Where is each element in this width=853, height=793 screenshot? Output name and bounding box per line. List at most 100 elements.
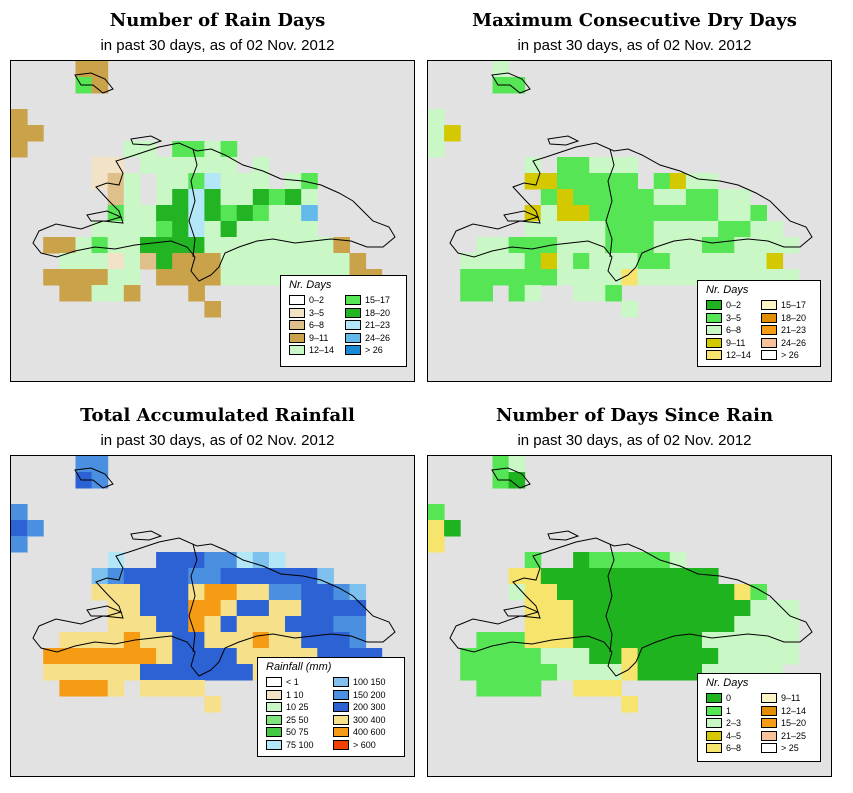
grid-cell: [140, 648, 157, 665]
grid-cell: [766, 221, 784, 238]
legend-item: > 600: [333, 739, 376, 751]
grid-cell: [123, 616, 141, 633]
grid-cell: [685, 584, 703, 601]
grid-cell: [750, 648, 767, 665]
grid-cell: [59, 680, 76, 697]
grid-cell: [540, 253, 558, 270]
grid-cell: [301, 568, 318, 585]
grid-cell: [653, 568, 671, 585]
grid-cell: [140, 205, 157, 222]
grid-cell: [188, 237, 205, 254]
grid-cell: [204, 552, 221, 569]
grid-cell: [285, 221, 302, 238]
legend-swatch: [706, 325, 722, 335]
grid-cell: [333, 253, 350, 270]
panel-title: Number of Rain Days: [109, 10, 326, 31]
grid-cell: [220, 221, 238, 238]
country-border: [188, 148, 198, 258]
legend-item: 24–26: [345, 332, 390, 344]
grid-cell: [188, 632, 205, 649]
grid-cell: [156, 584, 173, 601]
grid-cell: [236, 616, 254, 633]
grid-cell: [492, 664, 510, 681]
legend-swatch: [761, 705, 777, 716]
grid-cell: [605, 237, 622, 254]
legend-swatch: [761, 337, 777, 348]
grid-cell: [91, 157, 109, 174]
grid-cell: [285, 584, 302, 601]
grid-cell: [557, 157, 574, 174]
grid-cell: [172, 664, 189, 681]
legend-label: 4–5: [726, 730, 742, 741]
grid-cell: [573, 680, 590, 697]
grid-cell: [718, 205, 735, 222]
grid-cell: [621, 221, 638, 238]
panel-title: Total Accumulated Rainfall: [80, 405, 355, 426]
grid-cell: [75, 285, 93, 302]
grid-cell: [107, 221, 125, 238]
grid-cell: [685, 616, 703, 633]
country-border: [605, 148, 615, 258]
grid-cell: [236, 568, 254, 585]
grid-cell: [204, 600, 221, 617]
grid-cell: [252, 221, 270, 238]
legend-label: 21–25: [781, 730, 807, 741]
grid-cell: [605, 680, 622, 697]
grid-cell: [140, 664, 157, 681]
grid-cell: [653, 584, 671, 601]
grid-cell: [718, 616, 735, 633]
grid-cell: [349, 616, 367, 633]
grid-cell: [637, 648, 655, 665]
grid-cell: [75, 253, 93, 270]
grid-cell: [268, 568, 286, 585]
grid-cell: [301, 237, 318, 254]
grid-cell: [685, 632, 703, 649]
grid-cell: [123, 221, 141, 238]
grid-cell: [107, 680, 125, 697]
grid-cell: [268, 584, 286, 601]
grid-cell: [59, 664, 76, 681]
grid-cell: [718, 648, 735, 665]
grid-cell: [734, 600, 751, 617]
grid-cell: [734, 189, 751, 206]
grid-cell: [653, 173, 671, 190]
grid-cell: [621, 301, 638, 318]
coastline: [491, 467, 531, 489]
coastline: [503, 605, 540, 617]
grid-cell: [508, 648, 526, 665]
grid-cell: [349, 600, 367, 617]
coastline: [130, 135, 163, 146]
legend-swatch: [266, 714, 282, 725]
grid-cell: [285, 253, 302, 270]
grid-cell: [285, 189, 302, 206]
grid-cell: [524, 269, 542, 286]
grid-cell: [702, 189, 719, 206]
legend-swatch: [706, 743, 722, 753]
grid-cell: [11, 109, 28, 126]
legend-item: 200 300: [333, 702, 386, 713]
grid-cell: [573, 648, 590, 665]
grid-cell: [188, 141, 205, 158]
legend-label: 3–5: [309, 307, 325, 318]
grid-cell: [669, 205, 687, 222]
legend-label: 9–11: [309, 332, 329, 343]
legend-item: 2–3: [706, 718, 741, 729]
grid-cell: [172, 237, 189, 254]
grid-cell: [605, 205, 622, 222]
grid-cell: [508, 77, 526, 94]
legend-item: 400 600: [333, 727, 386, 738]
grid-cell: [750, 616, 767, 633]
legend-item: 3–5: [289, 307, 325, 319]
grid-cell: [156, 664, 173, 681]
legend-label: 21–23: [365, 320, 391, 330]
grid-cell: [91, 584, 109, 601]
grid-cell: [220, 568, 238, 585]
legend-swatch: [761, 743, 777, 753]
grid-cell: [766, 237, 784, 254]
legend-swatch: [706, 730, 722, 741]
grid-cell: [573, 285, 590, 302]
legend-label: 18–20: [365, 307, 391, 318]
legend-swatch: [333, 727, 349, 737]
grid-cell: [188, 253, 205, 270]
grid-cell: [573, 237, 590, 254]
